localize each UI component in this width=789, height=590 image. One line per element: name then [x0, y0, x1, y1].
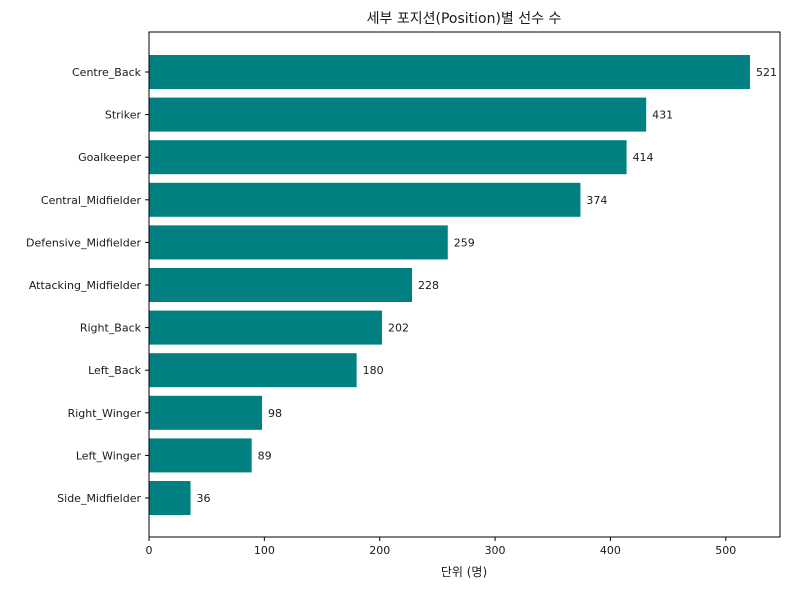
value-label: 374	[586, 194, 607, 207]
value-label: 521	[756, 66, 777, 79]
bar-defensive-midfielder	[149, 225, 448, 260]
y-tick-label: Right_Winger	[68, 407, 142, 420]
value-label: 259	[454, 236, 475, 249]
value-label: 202	[388, 322, 409, 335]
bars-group: 521 431 414 374 259 228 202 180 98 89 36	[149, 55, 777, 515]
bar-attacking-midfielder	[149, 268, 413, 302]
x-tick-label: 300	[485, 544, 506, 557]
x-tick-label: 0	[146, 544, 153, 557]
y-tick-labels: Centre_Back Striker Goalkeeper Central_Midf…	[26, 66, 149, 505]
bar-striker	[149, 97, 647, 132]
x-tick-label: 100	[254, 544, 275, 557]
y-tick-label: Side_Midfielder	[57, 492, 141, 505]
y-tick-label: Left_Back	[88, 364, 142, 377]
y-tick-label: Centre_Back	[72, 66, 142, 79]
value-label: 228	[418, 279, 439, 292]
y-tick-label: Central_Midfielder	[41, 194, 142, 207]
bar-left-back	[149, 353, 357, 388]
x-axis: 0 100 200 300 400 500	[146, 537, 736, 557]
x-axis-title: 단위 (명)	[441, 565, 487, 579]
value-label: 89	[258, 449, 272, 462]
value-label: 180	[363, 364, 384, 377]
bar-goalkeeper	[149, 140, 627, 175]
bar-right-winger	[149, 395, 263, 430]
x-tick-label: 500	[715, 544, 736, 557]
chart-title: 세부 포지션(Position)별 선수 수	[367, 11, 562, 27]
y-tick-label: Goalkeeper	[78, 151, 141, 164]
bar-right-back	[149, 310, 383, 345]
y-tick-label: Right_Back	[80, 322, 142, 335]
bar-side-midfielder	[149, 481, 191, 515]
value-label: 36	[197, 492, 211, 505]
bar-left-winger	[149, 438, 252, 473]
value-label: 414	[633, 151, 654, 164]
plot-frame	[148, 31, 781, 538]
y-tick-label: Defensive_Midfielder	[26, 236, 141, 249]
bar-central-midfielder	[149, 182, 581, 217]
x-tick-label: 200	[369, 544, 390, 557]
x-tick-label: 400	[600, 544, 621, 557]
value-label: 98	[268, 407, 282, 420]
y-tick-label: Striker	[105, 109, 142, 122]
bar-centre-back	[149, 55, 751, 89]
y-tick-label: Attacking_Midfielder	[29, 279, 142, 292]
y-tick-label: Left_Winger	[76, 449, 142, 462]
value-label: 431	[652, 109, 673, 122]
